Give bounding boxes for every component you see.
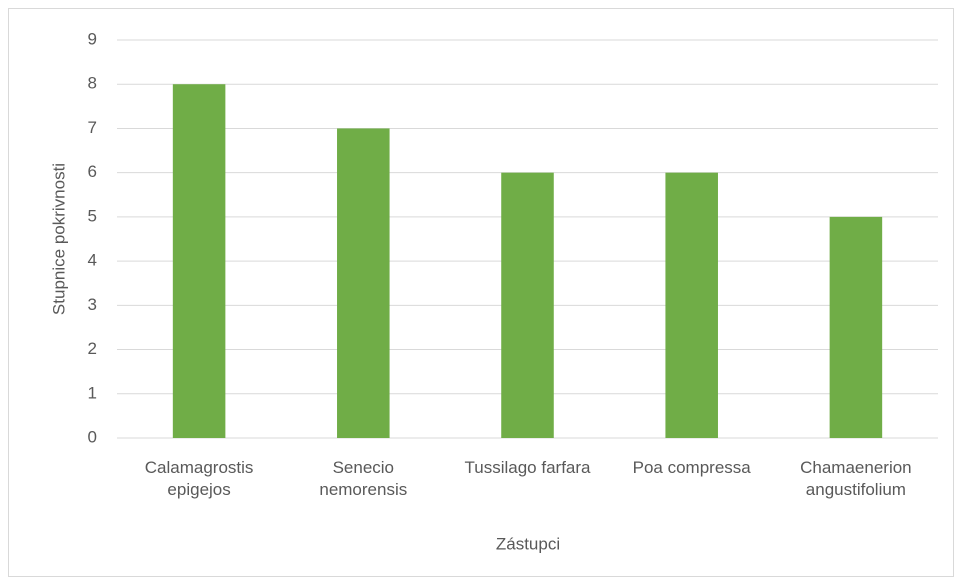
x-tick-label: Tussilago farfara [464, 458, 591, 477]
y-tick-label: 4 [88, 251, 97, 270]
bar [829, 216, 883, 438]
y-tick-label: 1 [88, 383, 97, 402]
x-axis-title: Zástupci [496, 534, 560, 553]
chart-border [8, 8, 954, 577]
bar [172, 84, 226, 438]
x-tick-label: Calamagrostis epigejos [144, 458, 254, 499]
bar [501, 172, 554, 438]
bar [337, 128, 390, 438]
bar [665, 172, 718, 438]
y-tick-label: 0 [88, 427, 97, 446]
x-tick-label: Poa compressa [632, 458, 751, 477]
y-axis-title: Stupnice pokrivnosti [49, 163, 68, 315]
y-tick-label: 7 [88, 118, 97, 137]
y-tick-label: 2 [88, 339, 97, 358]
y-tick-label: 5 [88, 206, 97, 225]
y-tick-label: 8 [88, 74, 97, 93]
x-tick-label: Chamaenerion angustifolium [800, 458, 912, 499]
y-tick-label: 9 [88, 29, 97, 48]
y-tick-label: 3 [88, 295, 97, 314]
y-tick-label: 6 [88, 162, 97, 181]
x-tick-label: Senecio nemorensis [319, 458, 408, 499]
